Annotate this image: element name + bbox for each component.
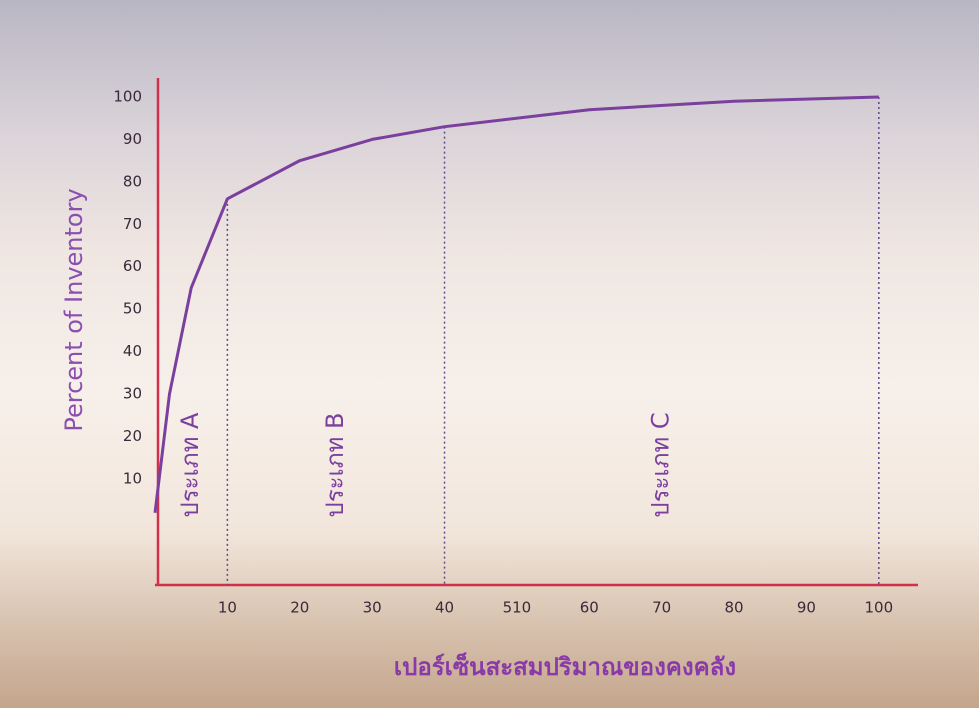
x-tick-label: 100 bbox=[864, 599, 893, 617]
x-tick-label: 510 bbox=[503, 599, 532, 617]
x-tick-label: 60 bbox=[580, 599, 599, 617]
zone-label: ประเภท A bbox=[176, 412, 204, 517]
y-tick-label: 30 bbox=[123, 385, 142, 403]
x-tick-label: 20 bbox=[290, 599, 309, 617]
x-tick-label: 10 bbox=[218, 599, 237, 617]
y-tick-label: 70 bbox=[123, 215, 142, 233]
x-tick-label: 90 bbox=[797, 599, 816, 617]
x-tick-label: 30 bbox=[363, 599, 382, 617]
zone-label: ประเภท B bbox=[321, 413, 349, 518]
y-tick-label: 90 bbox=[123, 130, 142, 148]
curve bbox=[153, 95, 879, 514]
y-tick-label: 20 bbox=[123, 427, 142, 445]
x-tick-label: 40 bbox=[435, 599, 454, 617]
y-tick-label: 60 bbox=[123, 257, 142, 275]
y-tick-label: 10 bbox=[123, 469, 142, 487]
y-tick-label: 40 bbox=[123, 342, 142, 360]
x-axis-label: เปอร์เซ็นสะสมปริมาณของคงคลัง bbox=[394, 652, 736, 681]
x-tick-label: 80 bbox=[725, 599, 744, 617]
x-tick-label: 70 bbox=[652, 599, 671, 617]
y-axis-label: Percent of Inventory bbox=[60, 188, 88, 431]
y-tick-label: 100 bbox=[113, 87, 142, 105]
y-tick-label: 80 bbox=[123, 172, 142, 190]
zone-label: ประเภท C bbox=[647, 412, 675, 517]
y-tick-label: 50 bbox=[123, 300, 142, 318]
